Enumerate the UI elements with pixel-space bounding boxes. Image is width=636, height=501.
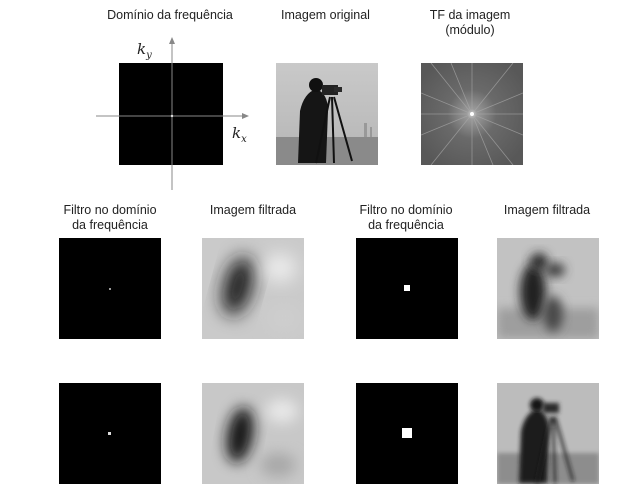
original-image [276,63,378,165]
ky-axis-label: ky [137,40,152,61]
filter-title-left-line1: Filtro no domínio [63,203,157,217]
filter-title-right-line1: Filtro no domínio [359,203,453,217]
frequency-domain-square [119,63,223,165]
ft-title-line2: (módulo) [445,23,495,37]
filter-square-r2c3 [356,238,458,339]
ft-magnitude-image [421,63,523,165]
filtered-title-right: Imagem filtrada [503,203,591,217]
filter-square-r3c1 [59,383,161,484]
freq-domain-title: Domínio da frequência [107,8,233,22]
filter-title-left-line2: da frequência [72,218,148,232]
filter-square-r3c3 [356,383,458,484]
filter-square-r2c1 [59,238,161,339]
ft-title-line1: TF da imagem [429,8,511,22]
original-image-title: Imagem original [281,8,370,22]
filtered-title-left: Imagem filtrada [209,203,297,217]
filtered-image-r2c2 [202,238,304,339]
filtered-image-r3c4 [497,383,599,484]
filter-title-right-line2: da frequência [368,218,444,232]
filtered-image-r3c2 [202,383,304,484]
kx-axis-label: kx [232,124,247,145]
filtered-image-r2c4 [497,238,599,339]
